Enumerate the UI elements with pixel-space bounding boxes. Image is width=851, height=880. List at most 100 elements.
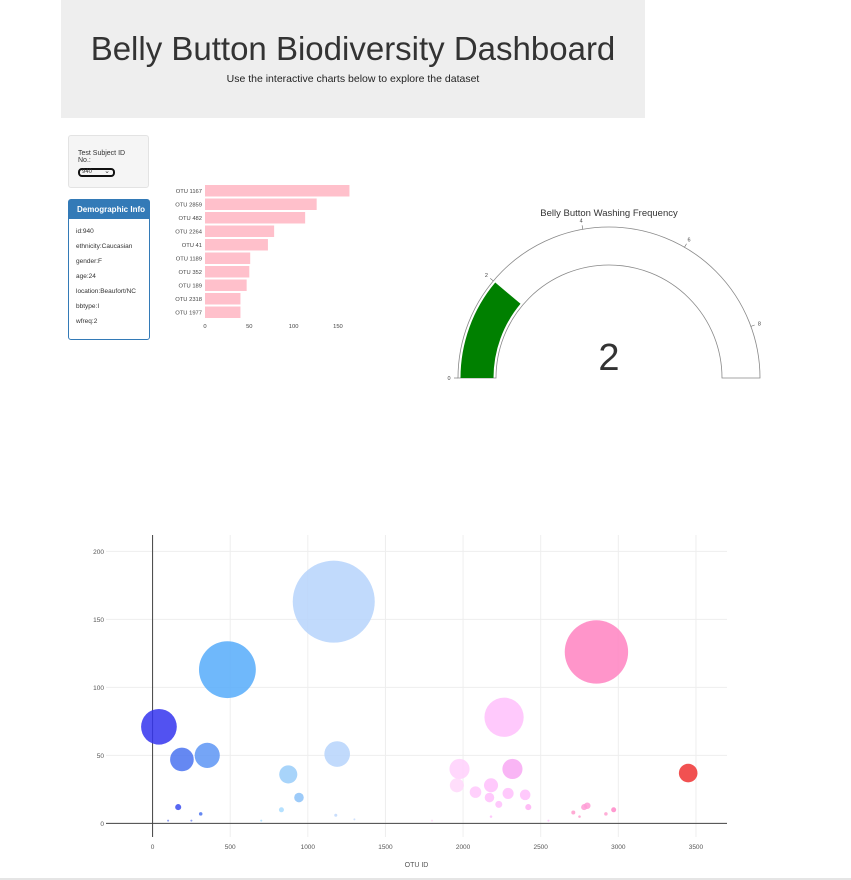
- x-tick-label: 500: [225, 844, 236, 851]
- demographic-item: gender:F: [76, 258, 103, 265]
- bubble-point: [167, 819, 170, 822]
- subject-selector-label: Test Subject ID No.:: [78, 150, 126, 164]
- bubble-point: [198, 812, 203, 816]
- subject-id-select[interactable]: 940 ⌄: [78, 168, 115, 177]
- bubble-point: [502, 787, 514, 800]
- bar: [205, 239, 268, 251]
- gauge-tick-label: 0: [447, 376, 450, 382]
- subject-selector-well: Test Subject ID No.: 940 ⌄: [68, 135, 149, 188]
- bubble-point: [581, 804, 588, 811]
- bar: [205, 306, 241, 318]
- gauge-tick-label: 4: [580, 218, 583, 224]
- gauge-tick-label: 8: [758, 321, 761, 327]
- demographic-item: ethnicity:Caucasian: [76, 243, 133, 250]
- bubble-point: [564, 620, 629, 684]
- bubble-point: [611, 807, 617, 813]
- bubble-point: [578, 815, 581, 818]
- x-tick-label: 1000: [301, 844, 316, 851]
- bubble-point: [194, 742, 220, 768]
- x-tick-label: 3000: [611, 844, 626, 851]
- bar-category-label: OTU 1167: [176, 189, 202, 195]
- bar-category-label: OTU 2859: [175, 202, 202, 208]
- bar: [205, 185, 350, 197]
- bar-category-label: OTU 1977: [175, 310, 202, 316]
- bubble-point: [278, 807, 284, 813]
- subject-id-value: 940: [82, 169, 93, 175]
- chevron-down-icon: ⌄: [104, 168, 110, 175]
- demographic-list: id:940 ethnicity:Caucasian gender:F age:…: [69, 219, 149, 332]
- bar-category-label: OTU 352: [178, 270, 202, 276]
- bar-category-label: OTU 41: [182, 243, 202, 249]
- bubble-point: [483, 778, 499, 793]
- gauge-value-number: 2: [598, 337, 619, 379]
- y-tick-label: 200: [93, 549, 104, 556]
- bar: [205, 252, 251, 264]
- bubble-point: [484, 697, 524, 737]
- bubble-point: [324, 741, 350, 767]
- demographic-item: age:24: [76, 273, 96, 280]
- bar: [205, 225, 275, 237]
- bar: [205, 212, 306, 224]
- bubble-point: [678, 763, 698, 783]
- bar-category-label: OTU 2264: [175, 229, 203, 235]
- bubble-point: [260, 819, 263, 822]
- x-tick-label: 2000: [456, 844, 471, 851]
- bubble-point: [484, 792, 495, 803]
- bar: [205, 293, 241, 305]
- gauge-tick: [490, 278, 494, 282]
- bubble-point: [519, 789, 531, 801]
- x-tick-label: 3500: [689, 844, 704, 851]
- bubble-point: [334, 813, 338, 817]
- demographic-panel: Demographic Info id:940 ethnicity:Caucas…: [68, 199, 150, 340]
- gauge-tick-label: 6: [687, 237, 690, 243]
- gauge-title: Belly Button Washing Frequency: [540, 208, 678, 219]
- bar: [205, 198, 317, 210]
- bubble-point: [449, 758, 470, 780]
- bar-category-label: OTU 189: [178, 283, 202, 289]
- bubble-point: [525, 804, 532, 811]
- bubble-point: [547, 819, 550, 822]
- bubble-point: [294, 792, 304, 803]
- bubble-point: [190, 819, 193, 822]
- demographic-item: id:940: [76, 228, 94, 235]
- gauge-track: [457, 226, 761, 379]
- page-bottom-border: [0, 878, 851, 880]
- bubble-point: [489, 815, 493, 818]
- gauge-tick: [750, 324, 755, 327]
- y-tick-label: 150: [93, 617, 104, 624]
- gauge-tick: [684, 243, 687, 248]
- bar-x-tick-label: 150: [333, 324, 343, 330]
- y-tick-label: 0: [100, 821, 104, 828]
- bubble-point: [469, 786, 482, 798]
- bubble-point: [495, 800, 503, 808]
- bubble-point: [198, 641, 256, 699]
- demographic-item: wfreq:2: [76, 318, 98, 325]
- bar-x-tick-label: 100: [289, 324, 299, 330]
- bubble-point: [175, 804, 182, 811]
- y-tick-label: 50: [97, 753, 105, 760]
- bar: [205, 279, 247, 291]
- bubble-point: [353, 818, 356, 821]
- bar-category-label: OTU 1189: [176, 256, 202, 262]
- demographic-panel-title: Demographic Info: [69, 200, 149, 219]
- bubble-point: [170, 747, 194, 772]
- bubble-point: [604, 812, 608, 816]
- bubble-point: [292, 560, 375, 643]
- gauge-tick: [581, 225, 584, 230]
- otu-bubble-chart: 0 500 1000 1500 2000 2500 3000 3500 0 50 100 150 200…: [93, 535, 727, 869]
- washing-frequency-gauge: Belly Button Washing Frequency 0 2 4 6 8 2: [447, 208, 761, 382]
- bubble-point: [571, 810, 576, 815]
- bar-x-tick-label: 0: [203, 324, 206, 330]
- gauge-value-bar: [460, 282, 521, 378]
- bar-category-label: OTU 482: [178, 216, 202, 222]
- page-title: Belly Button Biodiversity Dashboard: [90, 30, 616, 67]
- bar: [205, 266, 250, 278]
- y-tick-label: 100: [93, 685, 104, 692]
- bubble-point: [279, 765, 298, 784]
- page-subtitle: Use the interactive charts below to expl…: [226, 73, 480, 85]
- top10-otu-bar-chart: OTU 1167 OTU 2859 OTU 482 OTU 2264 OTU 41 OTU…: [175, 185, 350, 330]
- bubble-point: [431, 819, 434, 822]
- bubble-point: [141, 708, 177, 745]
- x-tick-label: 0: [151, 844, 155, 851]
- demographic-item: bbtype:I: [76, 303, 100, 310]
